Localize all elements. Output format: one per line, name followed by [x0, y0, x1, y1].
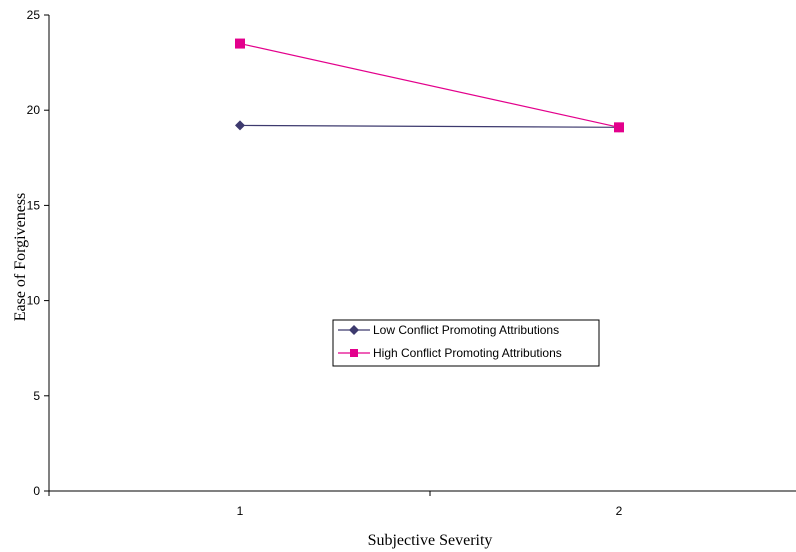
- x-tick-label: 2: [616, 504, 623, 518]
- y-axis-title: Ease of Forgiveness: [12, 193, 29, 322]
- series-line-low: [239, 124, 620, 128]
- legend: Low Conflict Promoting Attributions High…: [332, 319, 600, 367]
- legend-item-high: High Conflict Promoting Attributions: [338, 346, 562, 360]
- legend-label-high: High Conflict Promoting Attributions: [373, 346, 562, 360]
- series-layer: [235, 38, 624, 133]
- data-point-square: [614, 122, 624, 133]
- legend-item-low: Low Conflict Promoting Attributions: [338, 323, 559, 337]
- legend-marker-low: [349, 325, 359, 335]
- legend-box: [332, 319, 600, 367]
- y-tick-label: 15: [27, 198, 41, 212]
- x-axis-title: Subjective Severity: [368, 532, 493, 549]
- y-tick-label: 5: [33, 389, 40, 403]
- axes: [48, 15, 796, 492]
- y-tick-label: 20: [27, 103, 41, 117]
- axis-ticks: 0 5 10 15 20 25 1 2: [27, 8, 623, 518]
- data-point-square: [235, 38, 245, 49]
- y-tick-label: 25: [27, 8, 41, 22]
- legend-marker-high: [350, 349, 358, 357]
- legend-label-low: Low Conflict Promoting Attributions: [373, 323, 559, 337]
- x-tick-label: 1: [237, 504, 244, 518]
- data-point-diamond: [235, 120, 245, 131]
- series-line-high: [239, 42, 620, 128]
- y-tick-label: 0: [33, 484, 40, 498]
- y-tick-label: 10: [27, 294, 41, 308]
